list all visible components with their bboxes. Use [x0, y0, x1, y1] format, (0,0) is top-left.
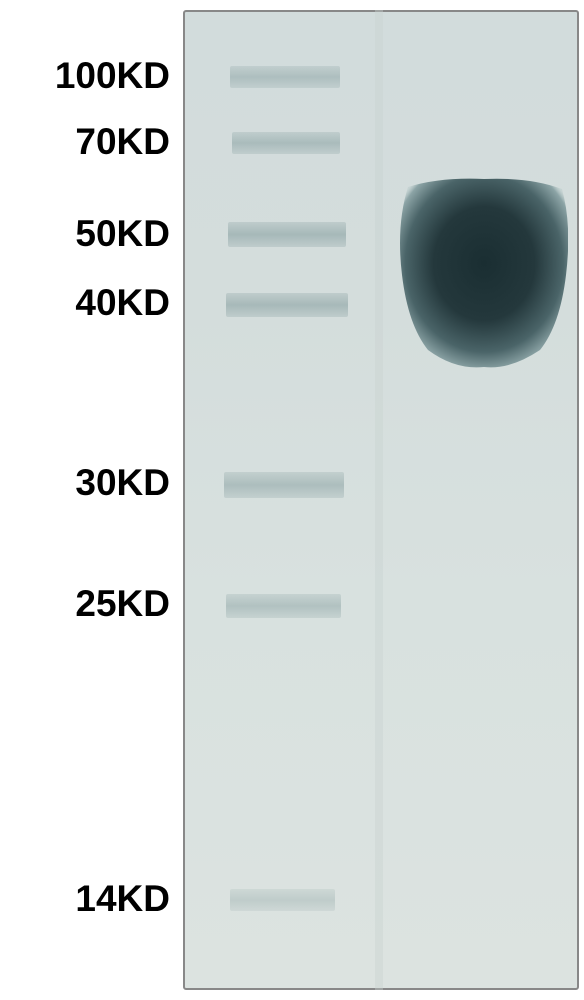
marker-label-25kd: 25KD: [0, 583, 170, 625]
marker-label-40kd: 40KD: [0, 282, 170, 324]
marker-band-40kd: [226, 293, 348, 317]
marker-band-14kd: [230, 889, 335, 911]
marker-label-14kd: 14KD: [0, 878, 170, 920]
gel-image-container: 100KD 70KD 50KD 40KD 30KD 25KD 14KD: [0, 0, 584, 1000]
marker-label-30kd: 30KD: [0, 462, 170, 504]
marker-band-30kd: [224, 472, 344, 498]
marker-band-100kd: [230, 66, 340, 88]
marker-label-50kd: 50KD: [0, 213, 170, 255]
marker-label-70kd: 70KD: [0, 121, 170, 163]
marker-label-100kd: 100KD: [0, 55, 170, 97]
marker-band-70kd: [232, 132, 340, 154]
lane-divider: [375, 10, 383, 990]
sample-protein-band: [400, 175, 568, 370]
marker-band-25kd: [226, 594, 341, 618]
marker-band-50kd: [228, 222, 346, 247]
